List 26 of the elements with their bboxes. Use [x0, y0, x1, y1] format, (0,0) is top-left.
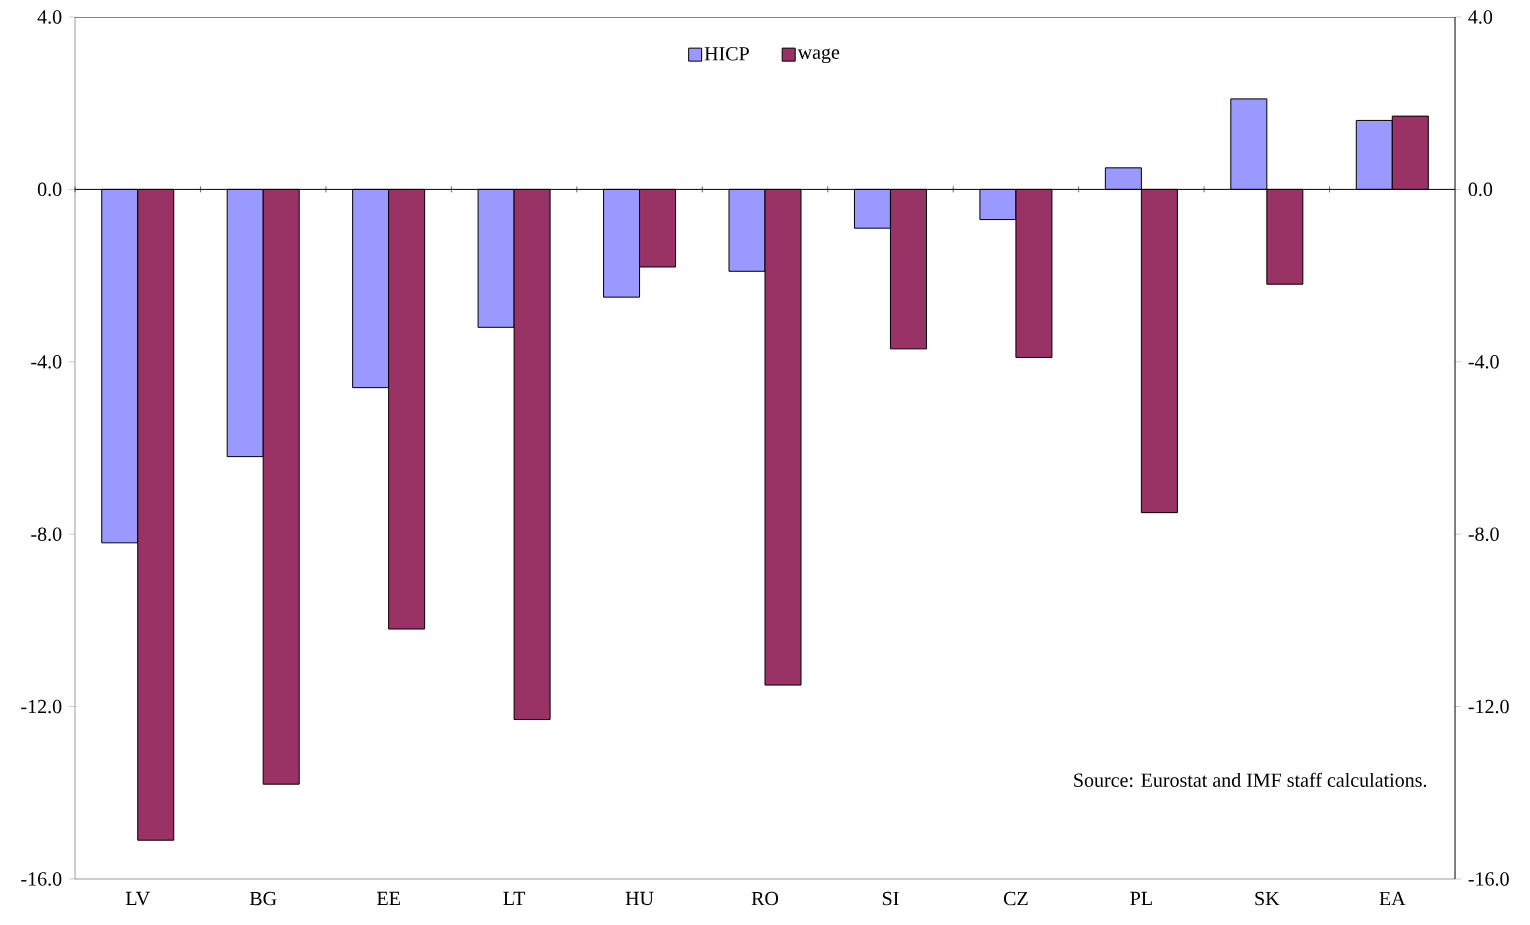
y2-tick-label: 4.0 — [1468, 10, 1493, 24]
y2-tick-label: -4.0 — [1468, 355, 1499, 369]
y-tick-label: 0.0 — [37, 182, 62, 197]
x-tick-label: LT — [503, 891, 526, 905]
x-tick-label: CZ — [1003, 891, 1028, 906]
x-tick-label: PL — [1130, 891, 1152, 905]
y-tick-label: -4.0 — [31, 355, 62, 369]
x-tick-label: RO — [751, 891, 779, 906]
x-tick-label: EE — [377, 891, 400, 905]
legend-label: HICP — [704, 47, 749, 61]
y-tick-label: -8.0 — [31, 527, 62, 541]
x-tick-label: LV — [125, 891, 150, 906]
y2-tick-label: -8.0 — [1468, 527, 1499, 541]
legend-label: wage — [797, 48, 840, 64]
y2-tick-label: 0.0 — [1468, 182, 1493, 197]
x-tick-label: HU — [625, 891, 654, 906]
x-tick-label: SK — [1255, 891, 1280, 906]
y-tick-label: -12.0 — [21, 699, 62, 714]
y-tick-label: -16.0 — [21, 872, 62, 886]
y-tick-label: 4.0 — [37, 10, 62, 24]
x-tick-label: SI — [882, 891, 899, 906]
x-tick-label: EA — [1379, 891, 1406, 906]
annotation: Source: Eurostat and IMF staff calculations. — [1074, 772, 1427, 788]
x-tick-label: BG — [249, 891, 277, 906]
y2-tick-label: -16.0 — [1468, 872, 1509, 886]
y2-tick-label: -12.0 — [1468, 699, 1509, 714]
